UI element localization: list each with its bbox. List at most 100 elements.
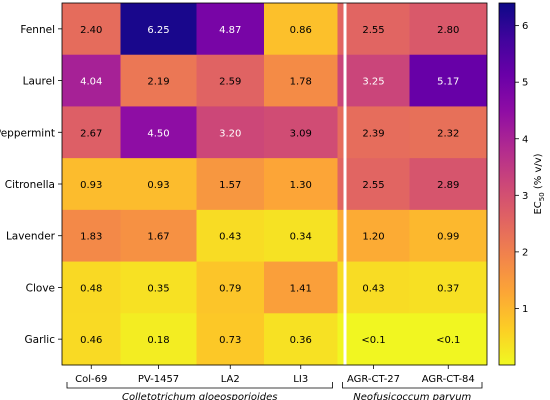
- row-labels: Fennel Laurel Peppermint Citronella Lavender…: [0, 24, 62, 346]
- colorbar-tick-label: 6: [522, 21, 528, 32]
- heatmap-cell: [196, 261, 264, 314]
- heatmap-cell: [409, 3, 487, 56]
- cell-value-label: 0.35: [147, 283, 169, 294]
- row-label: Lavender: [6, 231, 56, 243]
- column-label: PV-1457: [138, 374, 179, 385]
- row-label: Peppermint: [0, 127, 55, 139]
- heatmap-cell: [120, 261, 197, 314]
- heatmap-cell: [264, 209, 338, 262]
- row-label: Clove: [26, 282, 55, 294]
- cell-value-label: 0.93: [147, 180, 169, 191]
- heatmap-cell: [196, 3, 264, 56]
- cell-value-label: 0.99: [437, 232, 459, 243]
- cell-value-label: 2.89: [437, 180, 459, 191]
- group-bracket: [66, 381, 333, 389]
- heatmap-cell: [196, 313, 264, 366]
- cell-value-label: 0.36: [290, 335, 312, 346]
- heatmap-cell: [337, 3, 410, 56]
- cell-value-label: 1.41: [290, 283, 312, 294]
- cell-value-label: 1.78: [290, 77, 312, 88]
- cell-value-label: 2.32: [437, 128, 459, 139]
- cell-value-label: 0.46: [80, 335, 102, 346]
- column-label: AGR-CT-84: [422, 374, 475, 385]
- row-label: Citronella: [5, 179, 55, 191]
- heatmap-cell: [196, 158, 264, 211]
- heatmap-cell: [196, 106, 264, 159]
- heatmap-cell: [337, 106, 410, 159]
- colorbar-gradient: [498, 2, 516, 366]
- cell-value-label: 3.09: [290, 128, 312, 139]
- heatmap-cell: [196, 209, 264, 262]
- cell-value-label: 0.18: [147, 335, 169, 346]
- cell-value-label: 0.73: [219, 335, 241, 346]
- colorbar-tick-label: 5: [522, 78, 528, 89]
- column-label: AGR-CT-27: [347, 374, 400, 385]
- heatmap-cell: [196, 54, 264, 107]
- heatmap-cell: [264, 3, 338, 56]
- cell-value-label: 2.40: [80, 25, 102, 36]
- cell-value-label: 1.57: [219, 180, 241, 191]
- heatmap-cell: [264, 313, 338, 366]
- cell-value-label: 5.17: [437, 77, 459, 88]
- cell-value-label: 2.55: [362, 180, 384, 191]
- colorbar-ticks: 1 2 3 4 5 6: [515, 21, 528, 315]
- cell-value-label: 0.43: [362, 283, 384, 294]
- heatmap-cell: [62, 209, 121, 262]
- heatmap-cell: [264, 106, 338, 159]
- cell-value-label: 4.50: [147, 128, 169, 139]
- heatmap-cell: [337, 158, 410, 211]
- cell-value-label: 2.19: [147, 77, 169, 88]
- colorbar-label-main: EC: [533, 201, 544, 214]
- cell-value-label: 2.67: [80, 128, 102, 139]
- cell-value-label: 0.37: [437, 283, 459, 294]
- heatmap-cell: [264, 158, 338, 211]
- heatmap-cell: [409, 54, 487, 107]
- cell-value-label: 4.04: [80, 77, 102, 88]
- heatmap-cell: [409, 158, 487, 211]
- cell-value-label: 3.25: [362, 77, 384, 88]
- heatmap-cell: [409, 313, 487, 366]
- cell-value-label: 3.20: [219, 128, 241, 139]
- colorbar-tick-label: 2: [522, 247, 528, 258]
- column-label: Col-69: [75, 374, 107, 385]
- heatmap-cell: [264, 261, 338, 314]
- cell-value-label: 0.86: [290, 25, 312, 36]
- column-label: LA2: [221, 374, 240, 385]
- column-labels: Col-69 PV-1457 LA2 LI3 AGR-CT-27 AGR-CT-84: [75, 364, 475, 385]
- heatmap-cell: [264, 54, 338, 107]
- heatmap-cell: [62, 261, 121, 314]
- colorbar-label-units: (% v/v): [533, 153, 544, 192]
- cell-value-label: 1.67: [147, 232, 169, 243]
- cell-value-label: 6.25: [147, 25, 169, 36]
- cell-value-label: 1.83: [80, 232, 102, 243]
- cell-value-label: 0.34: [290, 232, 312, 243]
- colorbar-tick-label: 4: [522, 134, 528, 145]
- row-label: Garlic: [25, 334, 56, 346]
- group-brackets: Colletotrichum gloeosporioides Neofusicoc…: [66, 381, 483, 400]
- cell-value-label: <0.1: [361, 335, 385, 346]
- heatmap-cell: [409, 261, 487, 314]
- cell-value-label: 0.43: [219, 232, 241, 243]
- colorbar-label-subscript: 50: [538, 192, 546, 201]
- cell-value-label: 2.59: [219, 77, 241, 88]
- heatmap-cell: [62, 106, 121, 159]
- heatmap-cell: [120, 209, 197, 262]
- colorbar: 1 2 3 4 5 6 EC50 (% v/v): [498, 2, 546, 366]
- cell-value-label: 0.93: [80, 180, 102, 191]
- heatmap-cell: [62, 3, 121, 56]
- heatmap-cell: [409, 106, 487, 159]
- cell-value-label: 2.80: [437, 25, 459, 36]
- heatmap-cell: [337, 261, 410, 314]
- heatmap-cell: [337, 54, 410, 107]
- row-label: Laurel: [23, 76, 55, 88]
- cell-value-label: 0.79: [219, 283, 241, 294]
- column-label: LI3: [293, 374, 308, 385]
- heatmap-cell: [62, 158, 121, 211]
- heatmap-cell: [120, 106, 197, 159]
- heatmap-cell: [120, 54, 197, 107]
- cell-value-label: 0.48: [80, 283, 102, 294]
- colorbar-tick-label: 3: [522, 191, 528, 202]
- heatmap-cell: [337, 313, 410, 366]
- heatmap-cell: [337, 209, 410, 262]
